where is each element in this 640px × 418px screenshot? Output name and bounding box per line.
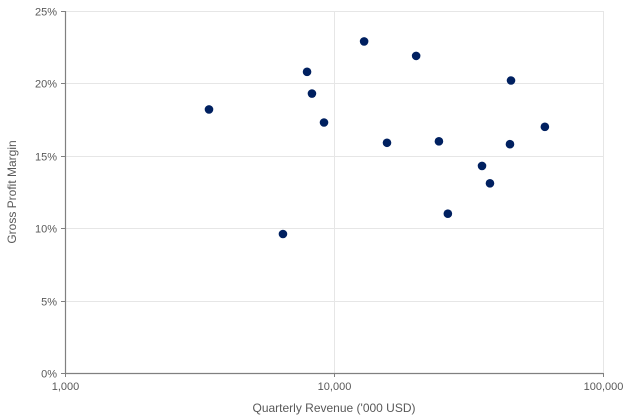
data-point [382,138,392,148]
data-point [505,139,515,149]
y-axis-title: Gross Profit Margin [5,140,19,243]
data-points [204,37,550,239]
x-tick-label: 10,000 [318,381,352,393]
data-point [477,161,487,171]
data-point [540,122,550,132]
y-tick-label: 5% [41,297,57,309]
data-point [359,37,369,46]
y-tick-label: 20% [35,79,57,91]
y-axis-tick-labels: 0% 5% 10% 15% 20% 25% [35,7,57,381]
data-point [319,118,329,127]
y-tick-label: 25% [35,7,57,19]
data-point [485,179,495,188]
gridlines [65,11,604,373]
y-tick-label: 10% [35,224,57,236]
x-tick-label: 100,000 [584,381,624,393]
data-point [434,137,444,146]
x-axis-title: Quarterly Revenue ('000 USD) [252,401,415,415]
x-tick-label: 1,000 [52,381,80,393]
data-point [506,76,516,85]
y-tick-label: 15% [35,152,57,164]
data-point [411,51,421,61]
data-point [278,229,288,239]
axes [61,11,604,377]
data-point [307,89,317,98]
data-point [302,67,312,77]
y-tick-label: 0% [41,369,57,381]
data-point [443,209,453,219]
x-axis-tick-labels: 1,000 10,000 100,000 [52,381,624,393]
data-point [204,105,214,114]
